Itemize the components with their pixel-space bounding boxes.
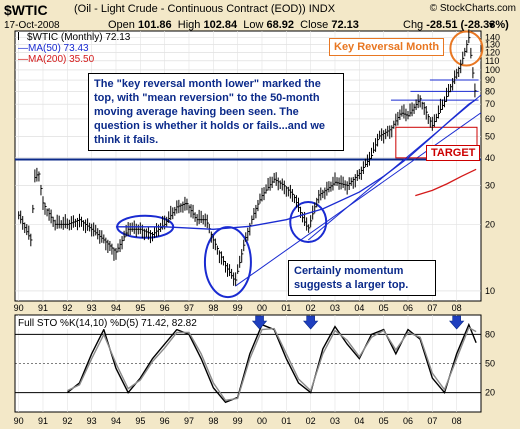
x-tick-label: 97	[184, 416, 194, 426]
stoch-tick-label: 20	[485, 388, 495, 398]
x-tick-label: 06	[403, 416, 413, 426]
price-tick-label: 70	[485, 99, 495, 109]
x-tick-label: 91	[38, 416, 48, 426]
price-tick-label: 50	[485, 131, 495, 141]
change-down-icon: ▼	[487, 20, 496, 30]
x-tick-label: 01	[281, 416, 291, 426]
price-tick-label: 10	[485, 286, 495, 296]
x-tick-label: 05	[379, 303, 389, 313]
down-arrow-icon	[302, 315, 319, 330]
price-tick-label: 100	[485, 65, 500, 75]
price-tick-label: 110	[485, 56, 499, 66]
ohlc-readout: Open 101.86 High 102.84 Low 68.92 Close …	[108, 19, 359, 31]
security-name: (Oil - Light Crude - Continuous Contract…	[74, 3, 336, 15]
trendline	[234, 112, 482, 287]
x-tick-label: 95	[135, 303, 145, 313]
price-tick-label: 40	[485, 153, 495, 163]
stoch-legend: Full STO %K(14,10) %D(5) 71.42, 82.82	[18, 318, 197, 329]
price-tick-label: 20	[485, 219, 495, 229]
symbol: $WTIC	[4, 2, 48, 18]
x-tick-label: 98	[208, 416, 218, 426]
x-tick-label: 94	[111, 416, 121, 426]
x-tick-label: 06	[403, 303, 413, 313]
stoch-d-line	[67, 326, 477, 402]
x-tick-label: 90	[14, 416, 24, 426]
ma50-line	[115, 99, 477, 230]
target-label: TARGET	[426, 145, 481, 161]
ma200-line	[415, 168, 477, 197]
x-tick-label: 97	[184, 303, 194, 313]
x-tick-label: 90	[14, 303, 24, 313]
price-tick-label: 30	[485, 180, 495, 190]
key-reversal-label: Key Reversal Month	[329, 38, 445, 56]
x-tick-label: 96	[160, 416, 170, 426]
x-tick-label: 95	[135, 416, 145, 426]
x-tick-label: 96	[160, 303, 170, 313]
change-readout: Chg -28.51 (-28.33%)	[403, 19, 509, 31]
x-tick-label: 07	[427, 303, 437, 313]
price-tick-label: 140	[485, 33, 500, 43]
x-tick-label: 98	[208, 303, 218, 313]
x-tick-label: 03	[330, 303, 340, 313]
x-tick-label: 02	[306, 416, 316, 426]
source-credit: © StockCharts.com	[429, 3, 516, 14]
price-tick-label: 80	[485, 86, 495, 96]
stoch-tick-label: 80	[485, 329, 495, 339]
x-tick-label: 07	[427, 416, 437, 426]
x-tick-label: 05	[379, 416, 389, 426]
key-reversal-note: The "key reversal month lower" marked th…	[88, 73, 344, 151]
x-tick-label: 99	[233, 303, 243, 313]
x-tick-label: 04	[354, 303, 364, 313]
price-tick-label: 120	[485, 47, 500, 57]
x-tick-label: 93	[87, 303, 97, 313]
stoch-tick-label: 50	[485, 359, 495, 369]
annotation-circle	[203, 226, 252, 299]
x-tick-label: 92	[62, 303, 72, 313]
x-tick-label: 00	[257, 303, 267, 313]
price-tick-label: 90	[485, 75, 495, 85]
ma50-legend-icon: —	[18, 43, 28, 54]
down-arrow-icon	[449, 315, 465, 330]
x-tick-label: 99	[233, 416, 243, 426]
annotation-circle	[449, 30, 484, 67]
x-tick-label: 03	[330, 416, 340, 426]
price-tick-label: 60	[485, 114, 495, 124]
ma200-legend-icon: —	[18, 54, 28, 65]
momentum-note: Certainly momentum suggests a larger top…	[288, 260, 436, 296]
x-tick-label: 92	[62, 416, 72, 426]
x-tick-label: 01	[281, 303, 291, 313]
price-legend: $WTIC (Monthly) 72.13 —MA(50) 73.43 —MA(…	[18, 32, 131, 65]
x-tick-label: 04	[354, 416, 364, 426]
x-tick-label: 08	[452, 416, 462, 426]
x-tick-label: 00	[257, 416, 267, 426]
price-tick-label: 130	[485, 40, 500, 50]
x-tick-label: 08	[452, 303, 462, 313]
x-tick-label: 94	[111, 303, 121, 313]
x-tick-label: 91	[38, 303, 48, 313]
annotation-circle	[289, 200, 328, 243]
x-tick-label: 02	[306, 303, 316, 313]
down-arrow-icon	[251, 315, 268, 330]
bar-legend-icon	[18, 32, 25, 40]
quote-date: 17-Oct-2008	[4, 20, 60, 31]
x-tick-label: 93	[87, 416, 97, 426]
